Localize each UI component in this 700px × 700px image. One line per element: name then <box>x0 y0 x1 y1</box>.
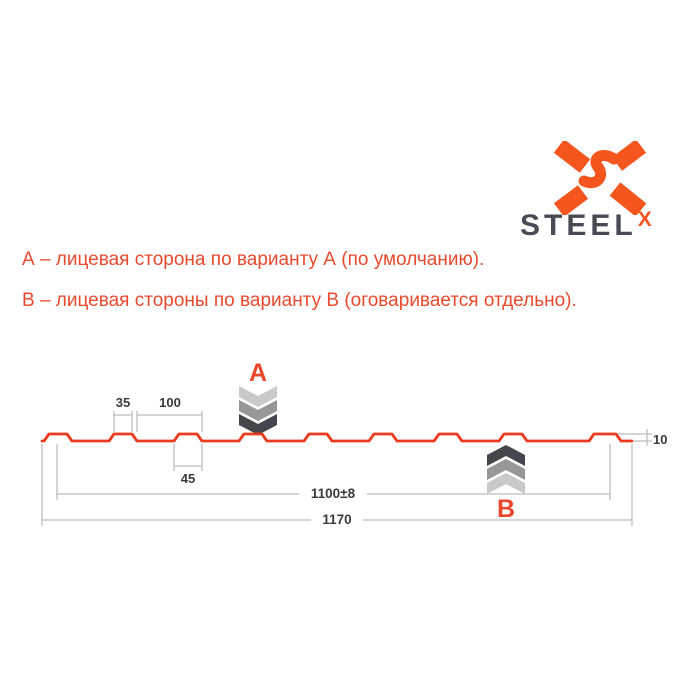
wordmark-steel: STEEL <box>520 209 637 242</box>
dim-1170-text-gap <box>311 511 363 527</box>
dim-35-lines <box>113 411 133 432</box>
marker-b: B <box>487 445 525 523</box>
chevron-down-icon <box>239 386 277 407</box>
marker-b-letter: B <box>497 495 515 523</box>
note-variant-b: В – лицевая стороны по варианту В (огова… <box>22 290 577 311</box>
dim-45-label: 45 <box>181 471 195 486</box>
marker-a: A <box>239 359 277 435</box>
note-variant-a: А – лицевая сторона по варианту А (по ум… <box>22 249 485 270</box>
logo-arm-bottom-left <box>553 185 589 215</box>
dim-35-label: 35 <box>116 395 130 410</box>
dim-1100-label: 1100±8 <box>311 486 356 501</box>
wordmark-x: X <box>637 208 652 231</box>
chevron-down-icon <box>239 400 277 421</box>
logo-arm-bottom-right <box>609 182 647 215</box>
dim-10-lines <box>618 429 652 446</box>
dim-45-lines <box>173 444 203 471</box>
dim-1170-label: 1170 <box>322 512 351 527</box>
dimension-lines <box>41 411 652 526</box>
logo-arm-top-left <box>553 141 591 173</box>
marker-a-letter: A <box>249 359 267 387</box>
brand-wordmark: STEELX <box>520 208 690 243</box>
logo-arm-top-right <box>611 141 647 171</box>
chevron-up-icon <box>487 459 525 480</box>
dim-100-lines <box>136 411 203 432</box>
dim-1100-text-gap <box>299 485 367 501</box>
steelx-logo-icon <box>553 141 647 215</box>
chevron-down-icon <box>239 414 277 435</box>
sheet-profile-line <box>40 432 634 443</box>
chevron-up-icon <box>487 473 525 494</box>
logo-s-curve <box>578 150 620 189</box>
chevron-up-icon <box>487 445 525 466</box>
dim-10-label: 10 <box>653 432 667 447</box>
dim-100-label: 100 <box>159 395 181 410</box>
